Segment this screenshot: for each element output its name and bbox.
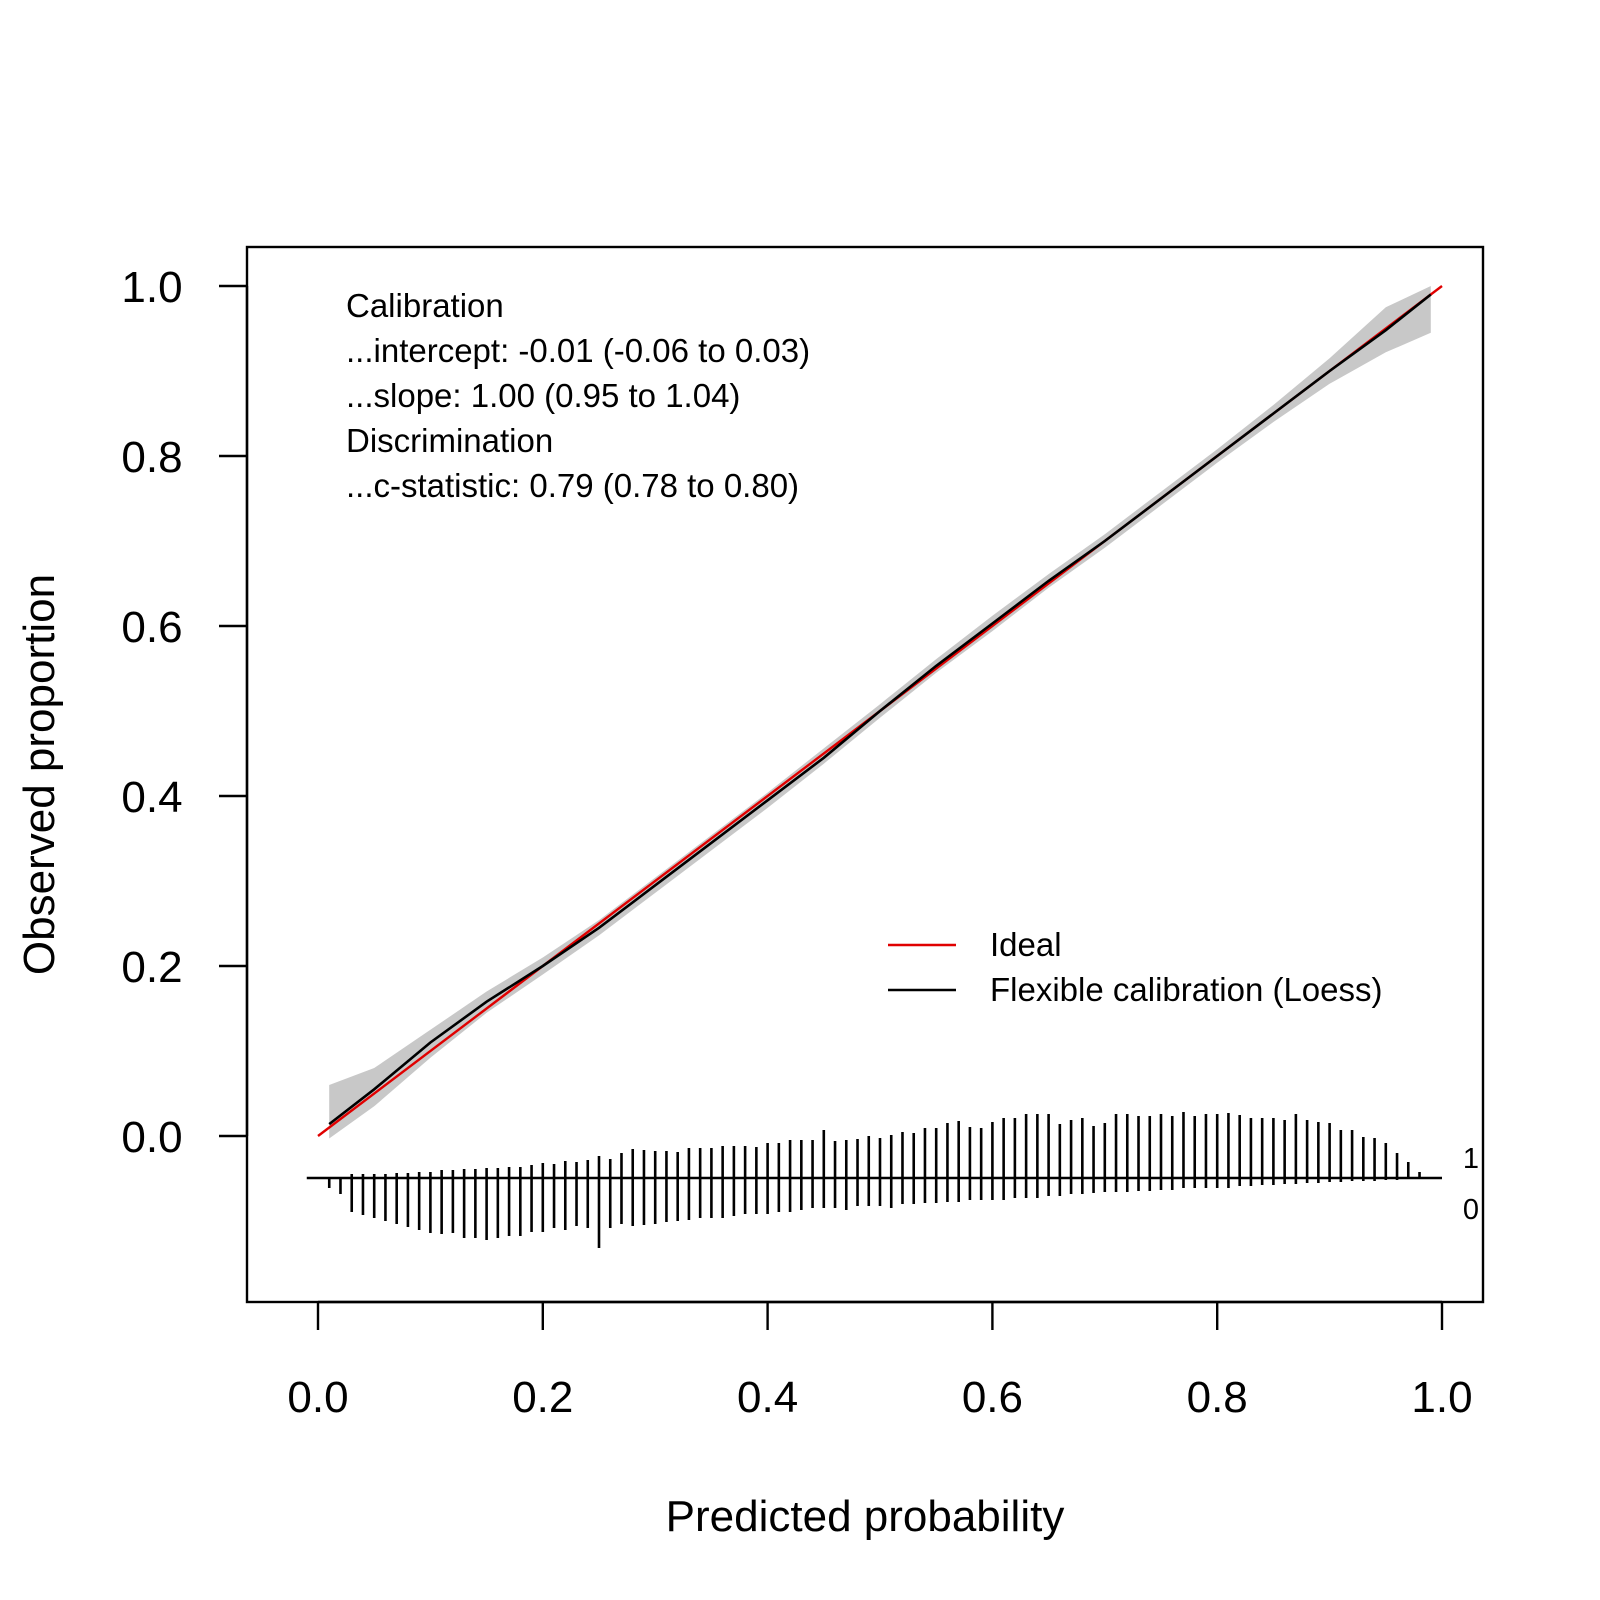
series-line-loess <box>328 293 1432 1126</box>
stats-line-intercept: ...intercept: -0.01 (-0.06 to 0.03) <box>346 332 810 369</box>
x-tick-label: 0.4 <box>737 1373 798 1422</box>
stats-line-slope: ...slope: 1.00 (0.95 to 1.04) <box>346 377 740 414</box>
legend: Ideal Flexible calibration (Loess) <box>888 926 1383 1008</box>
x-tick-label: 0.6 <box>962 1373 1023 1422</box>
y-tick-label: 0.4 <box>121 773 182 822</box>
calibration-stats-annotation: Calibration ...intercept: -0.01 (-0.06 t… <box>346 287 810 504</box>
stats-line-discrimination: Discrimination <box>346 422 553 459</box>
y-tick-label: 0.0 <box>121 1113 182 1162</box>
x-axis-title: Predicted probability <box>666 1492 1065 1541</box>
stats-line-c-statistic: ...c-statistic: 0.79 (0.78 to 0.80) <box>346 467 799 504</box>
y-tick-label: 0.8 <box>121 433 182 482</box>
x-tick-label: 0.2 <box>512 1373 573 1422</box>
x-tick-label: 0.8 <box>1187 1373 1248 1422</box>
y-tick-label: 0.6 <box>121 603 182 652</box>
x-tick-label: 0.0 <box>287 1373 348 1422</box>
histogram-label-nonevents: 0 <box>1463 1194 1479 1226</box>
x-tick-label: 1.0 <box>1411 1373 1472 1422</box>
spike-histogram-layer <box>306 1112 1442 1248</box>
histogram-label-events: 1 <box>1463 1143 1479 1175</box>
stats-line-calibration: Calibration <box>346 287 504 324</box>
series-lines-layer <box>317 285 1443 1137</box>
x-axis: 0.0 0.2 0.4 0.6 0.8 1.0 <box>287 1300 1473 1422</box>
y-axis: 0.0 0.2 0.4 0.6 0.8 1.0 <box>121 263 249 1162</box>
legend-entry-loess: Flexible calibration (Loess) <box>990 971 1383 1008</box>
y-tick-label: 1.0 <box>121 263 182 312</box>
y-tick-label: 0.2 <box>121 943 182 992</box>
legend-entry-ideal: Ideal <box>990 926 1062 963</box>
y-axis-title: Observed proportion <box>15 574 64 975</box>
